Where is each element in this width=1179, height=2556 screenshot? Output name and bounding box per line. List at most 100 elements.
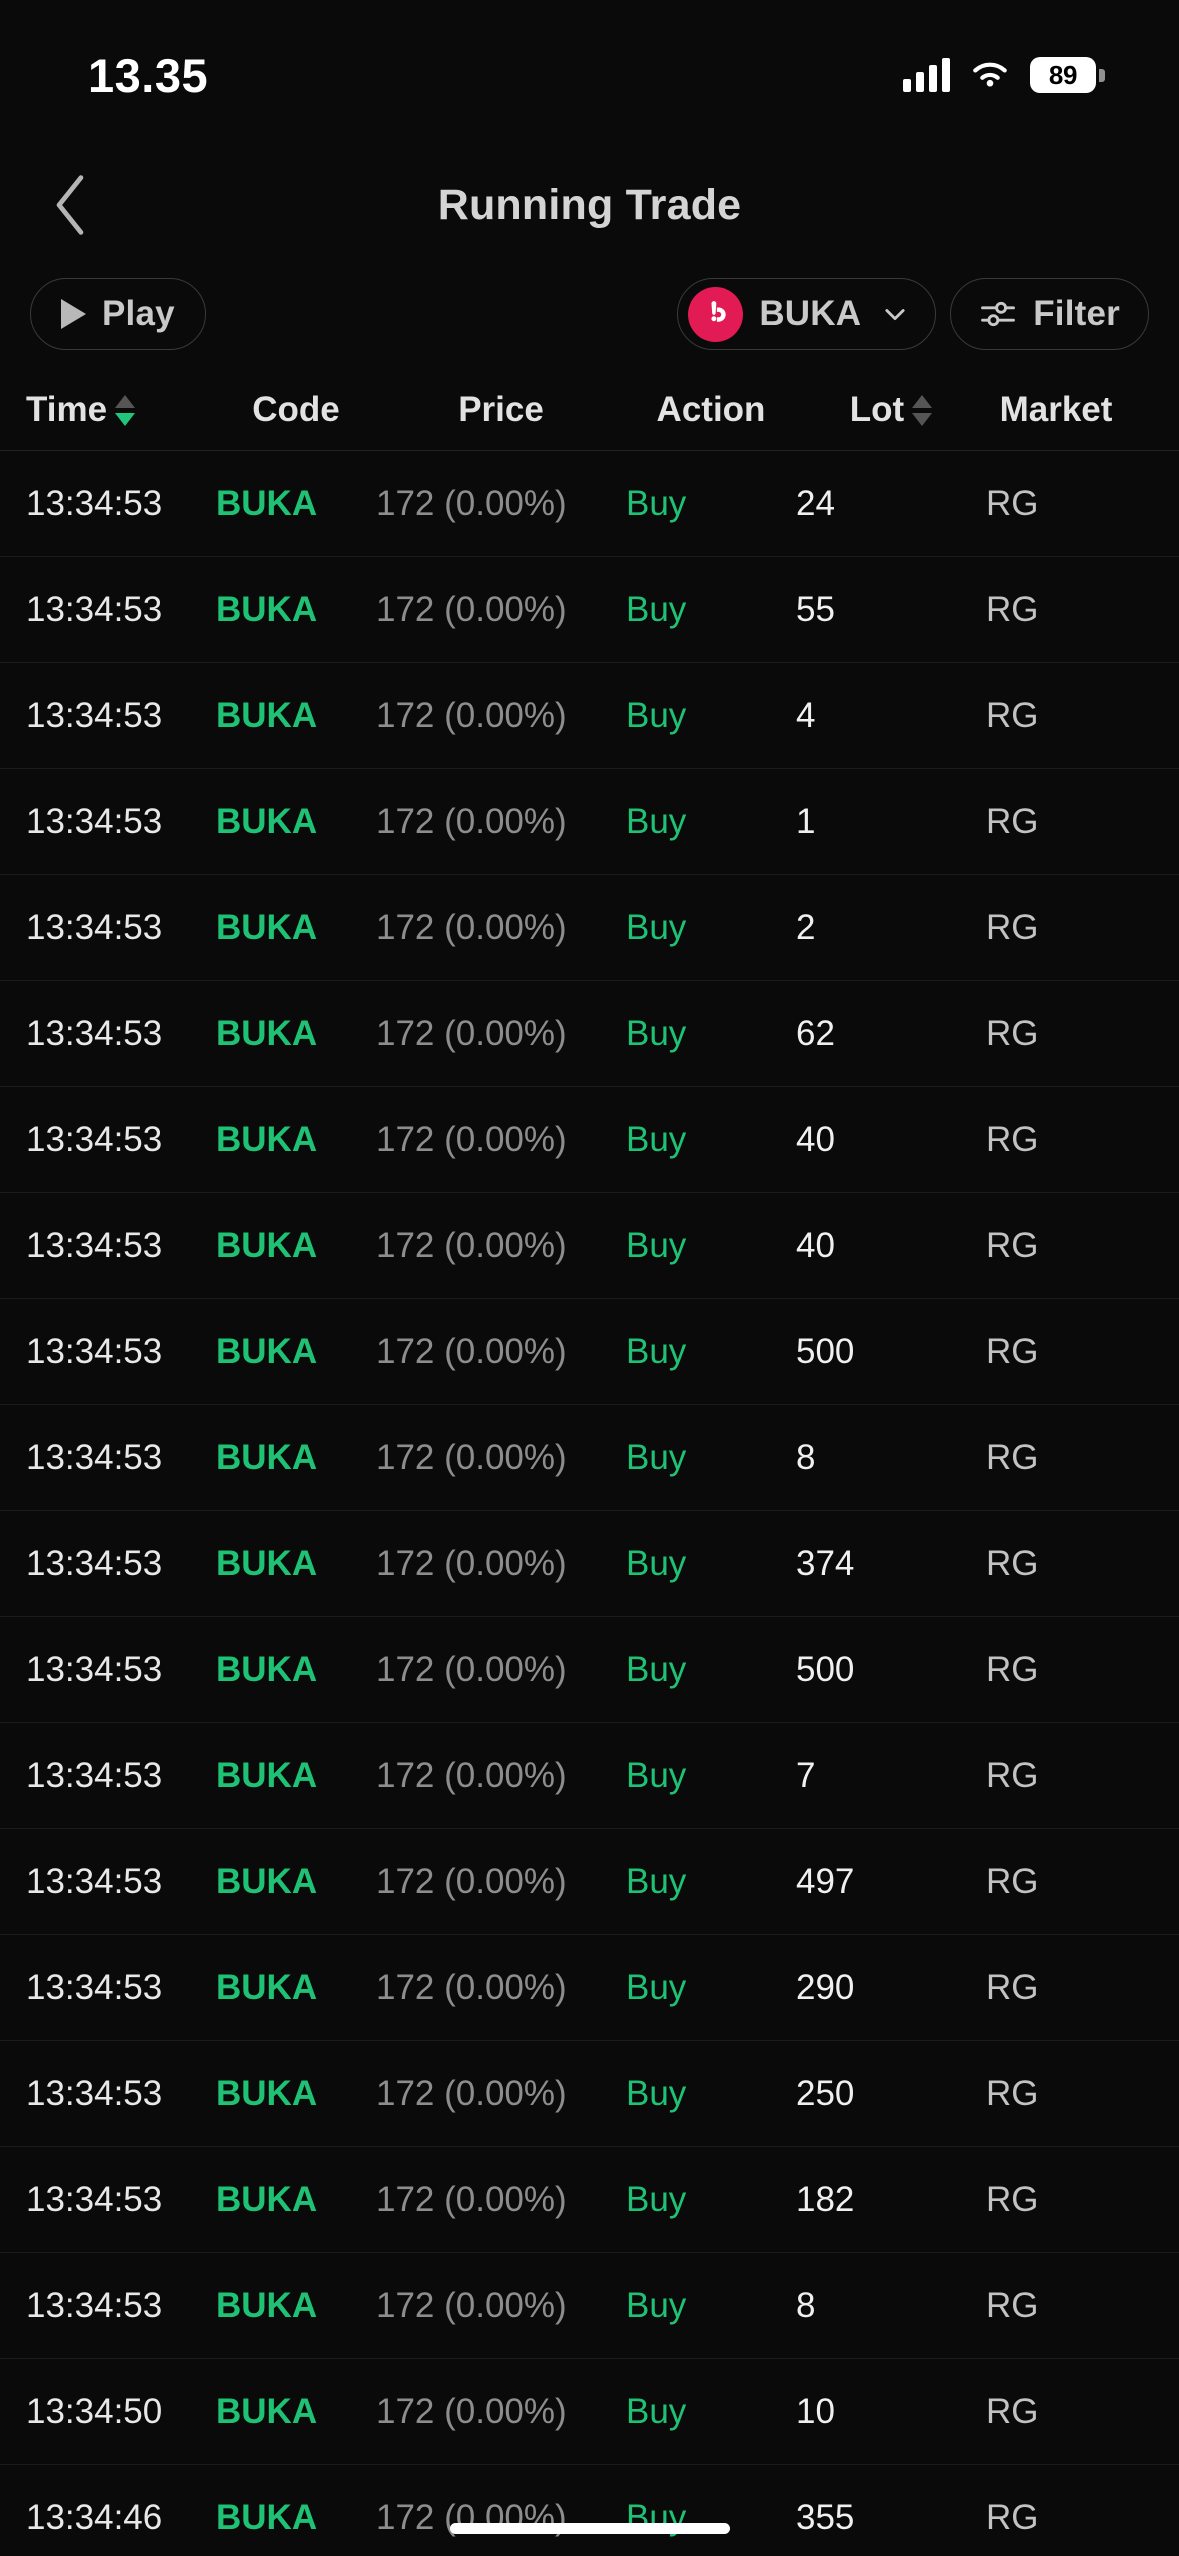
filter-button[interactable]: Filter: [950, 278, 1149, 350]
cell-time: 13:34:50: [26, 2391, 163, 2431]
cell-code: BUKA: [216, 1861, 318, 1901]
table-row[interactable]: 13:34:53 BUKA 172 (0.00%) Buy 7 RG: [0, 1723, 1179, 1829]
table-row[interactable]: 13:34:53 BUKA 172 (0.00%) Buy 2 RG: [0, 875, 1179, 981]
cell-time: 13:34:53: [26, 1967, 163, 2007]
bukalapak-logo-icon: [688, 286, 744, 342]
cell-code: BUKA: [216, 801, 318, 841]
cell-lot: 24: [796, 483, 835, 523]
table-row[interactable]: 13:34:53 BUKA 172 (0.00%) Buy 62 RG: [0, 981, 1179, 1087]
wifi-icon: [969, 59, 1011, 91]
page-title: Running Trade: [437, 180, 742, 229]
table-row[interactable]: 13:34:53 BUKA 172 (0.00%) Buy 40 RG: [0, 1087, 1179, 1193]
cell-lot: 40: [796, 1225, 835, 1265]
column-header-code-label: Code: [252, 390, 340, 429]
cell-market: RG: [986, 801, 1039, 841]
cell-action: Buy: [626, 2073, 687, 2113]
symbol-selector[interactable]: BUKA: [677, 278, 937, 350]
column-header-action-label: Action: [656, 390, 766, 429]
cell-action: Buy: [626, 2285, 687, 2325]
column-header-market: Market: [986, 390, 1126, 430]
cell-time: 13:34:53: [26, 695, 163, 735]
cell-code: BUKA: [216, 2391, 318, 2431]
cell-time: 13:34:53: [26, 1649, 163, 1689]
table-row[interactable]: 13:34:53 BUKA 172 (0.00%) Buy 55 RG: [0, 557, 1179, 663]
cell-time: 13:34:46: [26, 2497, 163, 2537]
table-row[interactable]: 13:34:53 BUKA 172 (0.00%) Buy 1 RG: [0, 769, 1179, 875]
filter-button-label: Filter: [1033, 294, 1120, 333]
sort-toggle-lot[interactable]: [912, 394, 933, 426]
cell-code: BUKA: [216, 1755, 318, 1795]
play-button[interactable]: Play: [30, 278, 206, 350]
cell-price: 172 (0.00%): [376, 1543, 567, 1583]
table-row[interactable]: 13:34:46 BUKA 172 (0.00%) Buy 355 RG: [0, 2465, 1179, 2556]
column-header-price-label: Price: [458, 390, 544, 429]
cell-time: 13:34:53: [26, 801, 163, 841]
cell-market: RG: [986, 2073, 1039, 2113]
cell-code: BUKA: [216, 1013, 318, 1053]
cell-action: Buy: [626, 589, 687, 629]
cell-price: 172 (0.00%): [376, 907, 567, 947]
cell-price: 172 (0.00%): [376, 1013, 567, 1053]
cell-lot: 55: [796, 589, 835, 629]
table-row[interactable]: 13:34:53 BUKA 172 (0.00%) Buy 250 RG: [0, 2041, 1179, 2147]
table-row[interactable]: 13:34:53 BUKA 172 (0.00%) Buy 374 RG: [0, 1511, 1179, 1617]
cell-code: BUKA: [216, 1649, 318, 1689]
cell-code: BUKA: [216, 2497, 318, 2537]
cell-code: BUKA: [216, 1119, 318, 1159]
chevron-down-icon: [885, 309, 905, 321]
cell-market: RG: [986, 2497, 1039, 2537]
cell-code: BUKA: [216, 483, 318, 523]
cell-lot: 182: [796, 2179, 855, 2219]
cell-market: RG: [986, 695, 1039, 735]
table-row[interactable]: 13:34:53 BUKA 172 (0.00%) Buy 500 RG: [0, 1299, 1179, 1405]
cell-action: Buy: [626, 695, 687, 735]
table-row[interactable]: 13:34:53 BUKA 172 (0.00%) Buy 290 RG: [0, 1935, 1179, 2041]
cell-time: 13:34:53: [26, 483, 163, 523]
sort-ascending-icon: [115, 394, 136, 408]
sort-ascending-icon: [912, 394, 933, 408]
table-body: 13:34:53 BUKA 172 (0.00%) Buy 24 RG 13:34:53 BU…: [0, 451, 1179, 2556]
cell-time: 13:34:53: [26, 589, 163, 629]
table-row[interactable]: 13:34:53 BUKA 172 (0.00%) Buy 500 RG: [0, 1617, 1179, 1723]
table-row[interactable]: 13:34:53 BUKA 172 (0.00%) Buy 8 RG: [0, 2253, 1179, 2359]
cell-time: 13:34:53: [26, 1755, 163, 1795]
cell-lot: 2: [796, 907, 816, 947]
column-header-time[interactable]: Time: [26, 390, 216, 430]
symbol-selector-label: BUKA: [759, 294, 862, 333]
cell-price: 172 (0.00%): [376, 695, 567, 735]
cell-lot: 10: [796, 2391, 835, 2431]
cell-price: 172 (0.00%): [376, 1119, 567, 1159]
table-row[interactable]: 13:34:53 BUKA 172 (0.00%) Buy 24 RG: [0, 451, 1179, 557]
cell-code: BUKA: [216, 1225, 318, 1265]
cell-action: Buy: [626, 483, 687, 523]
cell-action: Buy: [626, 1755, 687, 1795]
table-row[interactable]: 13:34:53 BUKA 172 (0.00%) Buy 182 RG: [0, 2147, 1179, 2253]
table-row[interactable]: 13:34:53 BUKA 172 (0.00%) Buy 497 RG: [0, 1829, 1179, 1935]
sort-toggle-time[interactable]: [115, 394, 136, 426]
status-bar-indicators: 89: [903, 57, 1105, 93]
cell-code: BUKA: [216, 1967, 318, 2007]
cell-market: RG: [986, 1967, 1039, 2007]
table-row[interactable]: 13:34:53 BUKA 172 (0.00%) Buy 4 RG: [0, 663, 1179, 769]
cell-time: 13:34:53: [26, 1331, 163, 1371]
cell-code: BUKA: [216, 907, 318, 947]
table-row[interactable]: 13:34:53 BUKA 172 (0.00%) Buy 40 RG: [0, 1193, 1179, 1299]
cell-lot: 497: [796, 1861, 855, 1901]
cell-time: 13:34:53: [26, 1543, 163, 1583]
table-row[interactable]: 13:34:50 BUKA 172 (0.00%) Buy 10 RG: [0, 2359, 1179, 2465]
cell-action: Buy: [626, 2179, 687, 2219]
cell-market: RG: [986, 1119, 1039, 1159]
cell-time: 13:34:53: [26, 1225, 163, 1265]
status-bar-clock: 13.35: [88, 48, 209, 102]
cell-market: RG: [986, 1225, 1039, 1265]
running-trade-table: Time Code Price Action Lot: [0, 372, 1179, 2556]
cell-time: 13:34:53: [26, 2285, 163, 2325]
cell-time: 13:34:53: [26, 1437, 163, 1477]
cell-code: BUKA: [216, 1543, 318, 1583]
table-row[interactable]: 13:34:53 BUKA 172 (0.00%) Buy 8 RG: [0, 1405, 1179, 1511]
back-button[interactable]: [34, 169, 106, 241]
cell-lot: 8: [796, 1437, 816, 1477]
cell-action: Buy: [626, 1649, 687, 1689]
column-header-lot[interactable]: Lot: [796, 390, 986, 430]
cell-code: BUKA: [216, 2073, 318, 2113]
